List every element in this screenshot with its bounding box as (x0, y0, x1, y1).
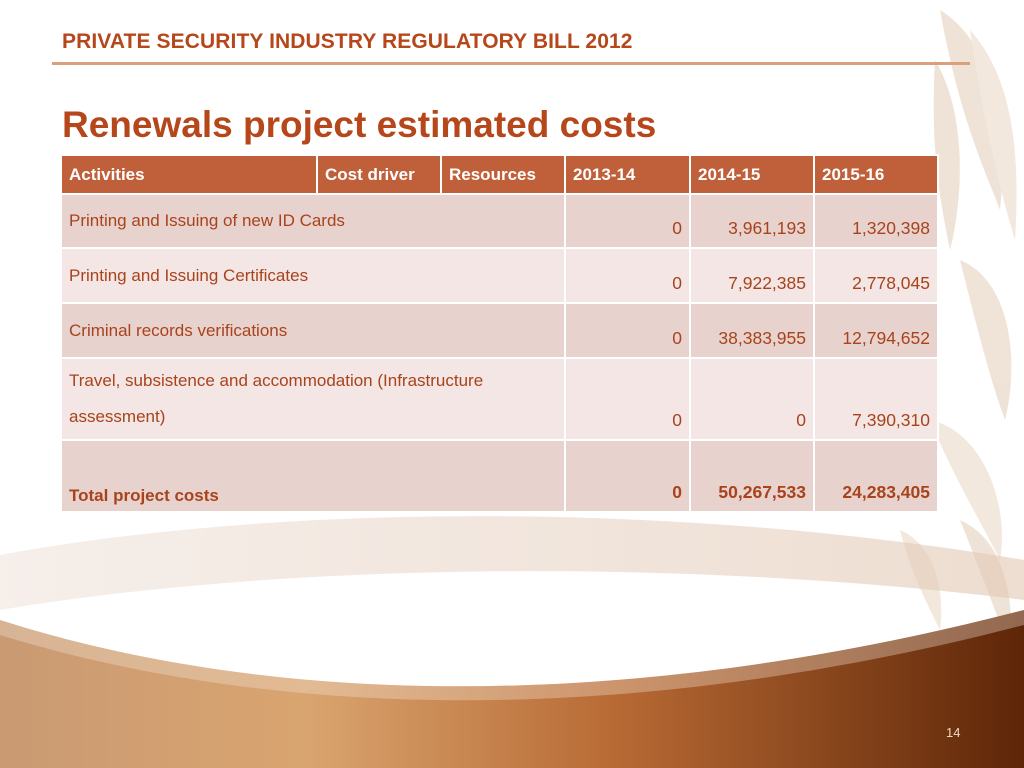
value-cell-2015-16: 1,320,398 (813, 193, 939, 249)
value-cell-2014-15: 3,961,193 (689, 193, 815, 249)
column-header-resources: Resources (440, 154, 566, 195)
page-number: 14 (946, 725, 961, 740)
value-cell-2015-16: 2,778,045 (813, 247, 939, 304)
column-header-2014-15: 2014-15 (689, 154, 815, 195)
main-swoosh-highlight (0, 610, 1024, 701)
table-row: Criminal records verifications 0 38,383,… (60, 302, 939, 359)
value-cell-2015-16: 12,794,652 (813, 302, 939, 359)
light-swoosh (0, 516, 1024, 610)
table-row: Travel, subsistence and accommodation (I… (60, 357, 939, 441)
activity-cell: Printing and Issuing Certificates (60, 247, 566, 304)
column-header-2015-16: 2015-16 (813, 154, 939, 195)
table-row: Printing and Issuing Certificates 0 7,92… (60, 247, 939, 304)
slide-title: Renewals project estimated costs (62, 104, 657, 145)
total-2015-16: 24,283,405 (813, 439, 939, 513)
table-header-row: Activities Cost driver Resources 2013-14… (60, 154, 939, 195)
value-cell-2015-16: 7,390,310 (813, 357, 939, 441)
value-cell-2014-15: 0 (689, 357, 815, 441)
column-header-2013-14: 2013-14 (564, 154, 691, 195)
activity-cell: Printing and Issuing of new ID Cards (60, 193, 566, 249)
total-2013-14: 0 (564, 439, 691, 513)
value-cell-2014-15: 38,383,955 (689, 302, 815, 359)
column-header-activities: Activities (60, 154, 318, 195)
value-cell-2013-14: 0 (564, 247, 691, 304)
column-header-cost-driver: Cost driver (316, 154, 442, 195)
value-cell-2014-15: 7,922,385 (689, 247, 815, 304)
total-2014-15: 50,267,533 (689, 439, 815, 513)
value-cell-2013-14: 0 (564, 357, 691, 441)
cost-table: Activities Cost driver Resources 2013-14… (60, 154, 939, 513)
value-cell-2013-14: 0 (564, 302, 691, 359)
main-swoosh (0, 610, 1024, 768)
activity-cell: Criminal records verifications (60, 302, 566, 359)
value-cell-2013-14: 0 (564, 193, 691, 249)
activity-cell: Travel, subsistence and accommodation (I… (60, 357, 566, 441)
header-divider (52, 62, 970, 65)
table-row: Printing and Issuing of new ID Cards 0 3… (60, 193, 939, 249)
total-row: Total project costs 0 50,267,533 24,283,… (60, 439, 939, 513)
total-label: Total project costs (60, 439, 566, 513)
header-title: PRIVATE SECURITY INDUSTRY REGULATORY BIL… (62, 30, 633, 53)
